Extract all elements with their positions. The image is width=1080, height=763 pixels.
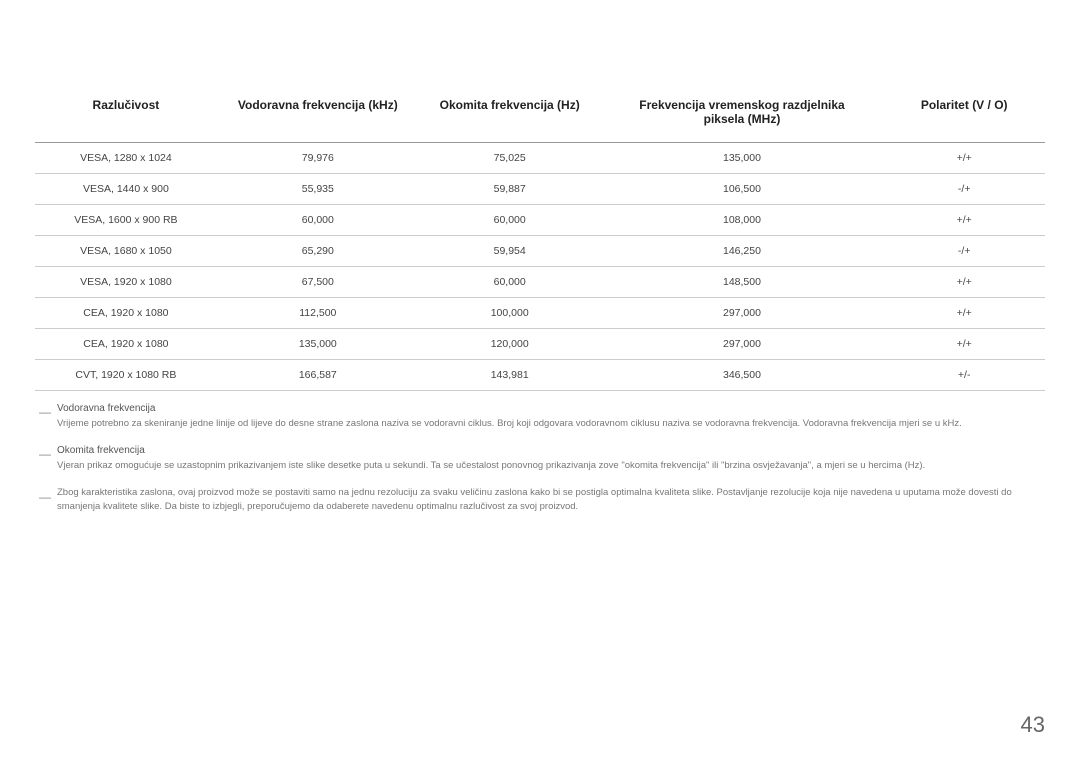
table-header-row: RazlučivostVodoravna frekvencija (kHz)Ok…: [35, 90, 1045, 143]
footnote-body: Zbog karakteristika zaslona, ovaj proizv…: [57, 486, 1045, 515]
table-cell: 166,587: [217, 360, 419, 391]
footnote-title: Vodoravna frekvencija: [57, 401, 1045, 416]
table-row: VESA, 1440 x 90055,93559,887106,500-/+: [35, 174, 1045, 205]
table-row: VESA, 1680 x 105065,29059,954146,250-/+: [35, 236, 1045, 267]
table-cell: -/+: [883, 174, 1045, 205]
table-row: CVT, 1920 x 1080 RB166,587143,981346,500…: [35, 360, 1045, 391]
table-cell: -/+: [883, 236, 1045, 267]
table-cell: 297,000: [601, 298, 884, 329]
table-cell: +/+: [883, 329, 1045, 360]
table-cell: 297,000: [601, 329, 884, 360]
table-cell: 346,500: [601, 360, 884, 391]
table-cell: 112,500: [217, 298, 419, 329]
table-cell: 143,981: [419, 360, 601, 391]
footnote-dash-icon: ―: [39, 445, 51, 463]
table-cell: +/+: [883, 143, 1045, 174]
spec-table: RazlučivostVodoravna frekvencija (kHz)Ok…: [35, 90, 1045, 391]
table-cell: CEA, 1920 x 1080: [35, 329, 217, 360]
table-cell: 59,887: [419, 174, 601, 205]
table-cell: 60,000: [217, 205, 419, 236]
page-number: 43: [1021, 712, 1045, 738]
column-header: Okomita frekvencija (Hz): [419, 90, 601, 143]
table-row: VESA, 1280 x 102479,97675,025135,000+/+: [35, 143, 1045, 174]
table-cell: 106,500: [601, 174, 884, 205]
footnote-body: Vrijeme potrebno za skeniranje jedne lin…: [57, 417, 1045, 431]
footnote: ― Okomita frekvencijaVjeran prikaz omoguć…: [35, 443, 1045, 473]
table-cell: VESA, 1280 x 1024: [35, 143, 217, 174]
column-header: Frekvencija vremenskog razdjelnikapiksel…: [601, 90, 884, 143]
table-cell: +/-: [883, 360, 1045, 391]
footnote: ― Vodoravna frekvencijaVrijeme potrebno z…: [35, 401, 1045, 431]
footnotes-section: ― Vodoravna frekvencijaVrijeme potrebno z…: [35, 401, 1045, 514]
table-cell: +/+: [883, 205, 1045, 236]
table-cell: VESA, 1440 x 900: [35, 174, 217, 205]
table-cell: 60,000: [419, 205, 601, 236]
table-cell: CEA, 1920 x 1080: [35, 298, 217, 329]
table-cell: CVT, 1920 x 1080 RB: [35, 360, 217, 391]
table-cell: VESA, 1600 x 900 RB: [35, 205, 217, 236]
footnote-dash-icon: ―: [39, 403, 51, 421]
table-cell: 120,000: [419, 329, 601, 360]
table-row: VESA, 1920 x 108067,50060,000148,500+/+: [35, 267, 1045, 298]
table-cell: VESA, 1680 x 1050: [35, 236, 217, 267]
footnote-title: Okomita frekvencija: [57, 443, 1045, 458]
table-cell: 65,290: [217, 236, 419, 267]
column-header: Razlučivost: [35, 90, 217, 143]
table-cell: 108,000: [601, 205, 884, 236]
table-row: CEA, 1920 x 1080112,500100,000297,000+/+: [35, 298, 1045, 329]
table-body: VESA, 1280 x 102479,97675,025135,000+/+V…: [35, 143, 1045, 391]
table-cell: +/+: [883, 298, 1045, 329]
table-cell: 60,000: [419, 267, 601, 298]
table-cell: +/+: [883, 267, 1045, 298]
footnote-body: Vjeran prikaz omogućuje se uzastopnim pr…: [57, 459, 1045, 473]
table-cell: 146,250: [601, 236, 884, 267]
column-header: Polaritet (V / O): [883, 90, 1045, 143]
table-row: CEA, 1920 x 1080135,000120,000297,000+/+: [35, 329, 1045, 360]
table-cell: 148,500: [601, 267, 884, 298]
table-cell: 79,976: [217, 143, 419, 174]
table-cell: 135,000: [217, 329, 419, 360]
table-cell: 135,000: [601, 143, 884, 174]
table-cell: 100,000: [419, 298, 601, 329]
footnote-dash-icon: ―: [39, 488, 51, 506]
footnote: ― Zbog karakteristika zaslona, ovaj proiz…: [35, 486, 1045, 515]
table-cell: 75,025: [419, 143, 601, 174]
column-header: Vodoravna frekvencija (kHz): [217, 90, 419, 143]
table-cell: VESA, 1920 x 1080: [35, 267, 217, 298]
table-cell: 55,935: [217, 174, 419, 205]
table-cell: 67,500: [217, 267, 419, 298]
table-row: VESA, 1600 x 900 RB60,00060,000108,000+/…: [35, 205, 1045, 236]
table-cell: 59,954: [419, 236, 601, 267]
